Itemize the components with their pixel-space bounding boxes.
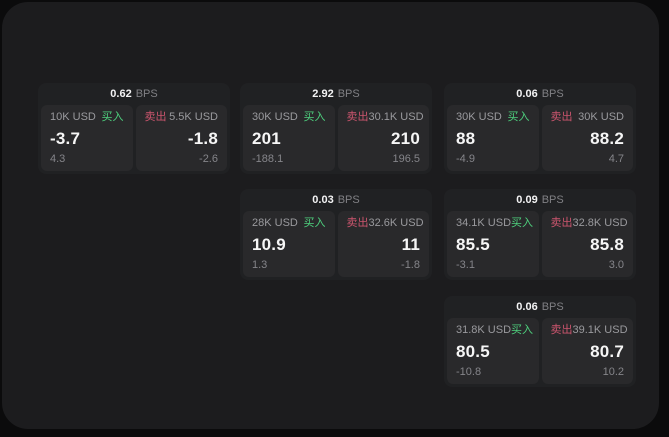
sell-amount: 5.5K USD: [169, 111, 218, 123]
sell-panel[interactable]: 卖出 32.8K USD 85.8 3.0: [541, 211, 633, 277]
buy-amount: 34.1K USD: [456, 217, 512, 229]
buy-panel[interactable]: 30K USD 买入 201 -188.1: [243, 105, 335, 171]
buy-amount: 31.8K USD: [456, 324, 512, 336]
quote-card: 0.03 BPS 28K USD 买入 10.9 1.3 卖出 32.6K US…: [240, 189, 432, 280]
sell-panel[interactable]: 卖出 39.1K USD 80.7 10.2: [541, 318, 633, 384]
buy-delta: 1.3: [252, 259, 268, 271]
bps-unit: BPS: [337, 193, 360, 206]
sell-label: 卖出: [144, 111, 167, 123]
sell-price: 88.2: [590, 129, 624, 148]
sell-label: 卖出: [346, 217, 369, 229]
buy-delta: -10.8: [456, 366, 482, 378]
bps-header: 2.92 BPS: [240, 83, 432, 105]
sell-panel[interactable]: 卖出 32.6K USD 11 -1.8: [337, 211, 429, 277]
quote-card: 0.09 BPS 34.1K USD 买入 85.5 -3.1 卖出 32.8K…: [444, 189, 636, 280]
sell-delta: -2.6: [199, 153, 218, 165]
buy-delta: -188.1: [252, 153, 284, 165]
bps-header: 0.06 BPS: [444, 83, 636, 105]
sell-amount: 30K USD: [578, 111, 624, 123]
buy-panel[interactable]: 30K USD 买入 88 -4.9: [447, 105, 539, 171]
buy-price: 88: [456, 129, 476, 148]
buy-price: 10.9: [252, 235, 286, 254]
bps-header: 0.06 BPS: [444, 296, 636, 318]
buy-price: 80.5: [456, 342, 490, 361]
bps-value: 0.62: [110, 87, 132, 100]
sell-label: 卖出: [550, 324, 573, 336]
sell-price: 85.8: [590, 235, 624, 254]
sell-delta: -1.8: [401, 259, 420, 271]
sell-amount: 30.1K USD: [368, 111, 424, 123]
bps-unit: BPS: [541, 87, 564, 100]
sell-label: 卖出: [550, 217, 573, 229]
buy-price: 201: [252, 129, 281, 148]
buy-price: -3.7: [50, 129, 81, 148]
buy-panel[interactable]: 31.8K USD 买入 80.5 -10.8: [447, 318, 539, 384]
bps-header: 0.09 BPS: [444, 189, 636, 211]
sell-amount: 32.6K USD: [368, 217, 424, 229]
buy-label: 买入: [507, 111, 530, 123]
sell-panel[interactable]: 卖出 30.1K USD 210 196.5: [337, 105, 429, 171]
buy-amount: 30K USD: [456, 111, 502, 123]
buy-delta: -3.1: [456, 259, 475, 271]
bps-value: 0.03: [312, 193, 334, 206]
bps-unit: BPS: [541, 300, 564, 313]
sell-delta: 4.7: [608, 153, 624, 165]
buy-delta: -4.9: [456, 153, 475, 165]
sell-amount: 32.8K USD: [572, 217, 628, 229]
sell-delta: 3.0: [608, 259, 624, 271]
sell-amount: 39.1K USD: [572, 324, 628, 336]
bps-unit: BPS: [541, 193, 564, 206]
buy-label: 买入: [303, 217, 326, 229]
buy-label: 买入: [511, 217, 534, 229]
sell-delta: 196.5: [392, 153, 420, 165]
sell-price: 80.7: [590, 342, 624, 361]
sell-price: 210: [391, 129, 420, 148]
sell-label: 卖出: [550, 111, 573, 123]
sell-delta: 10.2: [602, 366, 624, 378]
sell-panel[interactable]: 卖出 30K USD 88.2 4.7: [541, 105, 633, 171]
bps-value: 0.09: [516, 193, 538, 206]
buy-price: 85.5: [456, 235, 490, 254]
sell-price: 11: [401, 235, 420, 254]
buy-amount: 28K USD: [252, 217, 298, 229]
bps-unit: BPS: [337, 87, 360, 100]
buy-delta: 4.3: [50, 153, 66, 165]
buy-label: 买入: [101, 111, 124, 123]
buy-panel[interactable]: 10K USD 买入 -3.7 4.3: [41, 105, 133, 171]
quote-card: 0.06 BPS 31.8K USD 买入 80.5 -10.8 卖出 39.1…: [444, 296, 636, 387]
bps-unit: BPS: [135, 87, 158, 100]
buy-label: 买入: [511, 324, 534, 336]
buy-amount: 10K USD: [50, 111, 96, 123]
quote-card: 0.62 BPS 10K USD 买入 -3.7 4.3 卖出 5.5K USD…: [38, 83, 230, 174]
sell-price: -1.8: [187, 129, 218, 148]
sell-panel[interactable]: 卖出 5.5K USD -1.8 -2.6: [135, 105, 227, 171]
bps-header: 0.62 BPS: [38, 83, 230, 105]
buy-label: 买入: [303, 111, 326, 123]
bps-value: 0.06: [516, 87, 538, 100]
quote-card: 2.92 BPS 30K USD 买入 201 -188.1 卖出 30.1K …: [240, 83, 432, 174]
buy-panel[interactable]: 28K USD 买入 10.9 1.3: [243, 211, 335, 277]
buy-panel[interactable]: 34.1K USD 买入 85.5 -3.1: [447, 211, 539, 277]
bps-value: 0.06: [516, 300, 538, 313]
quote-card: 0.06 BPS 30K USD 买入 88 -4.9 卖出 30K USD 8…: [444, 83, 636, 174]
buy-amount: 30K USD: [252, 111, 298, 123]
bps-value: 2.92: [312, 87, 334, 100]
bps-header: 0.03 BPS: [240, 189, 432, 211]
sell-label: 卖出: [346, 111, 369, 123]
